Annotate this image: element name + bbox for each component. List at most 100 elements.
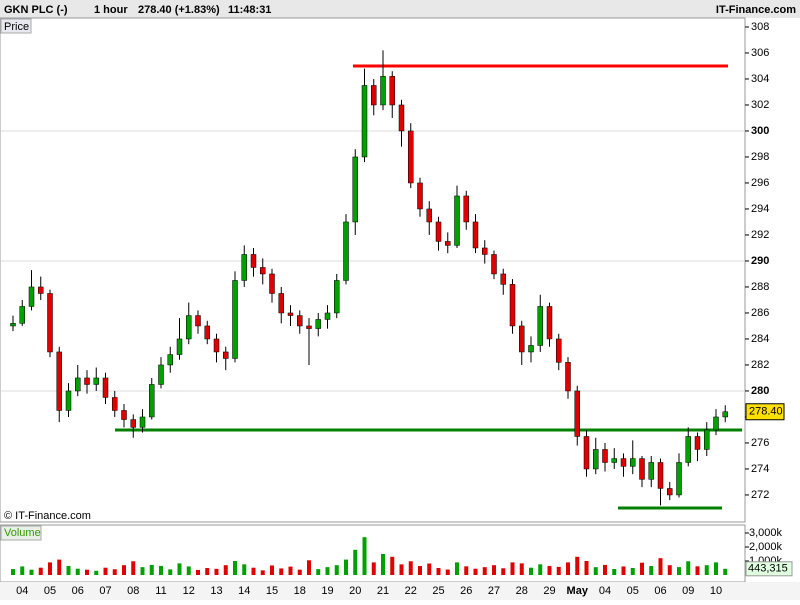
volume-bar xyxy=(621,566,626,575)
candle-body xyxy=(260,267,266,275)
candle-body xyxy=(408,130,414,184)
candle-body xyxy=(445,241,451,246)
candle-body xyxy=(463,195,469,223)
volume-bar xyxy=(566,562,570,575)
candle-body xyxy=(102,377,109,398)
volume-bar xyxy=(418,566,422,575)
volume-bar xyxy=(334,565,339,575)
candle-body xyxy=(556,338,562,363)
volume-bar xyxy=(603,564,607,575)
candle-body xyxy=(565,362,571,392)
y-tick-label: 298 xyxy=(751,151,769,163)
candle-body xyxy=(241,254,247,281)
x-tick-label: 12 xyxy=(183,585,195,597)
candle-body xyxy=(593,449,599,470)
candle-body xyxy=(620,458,627,467)
y-tick-label: 294 xyxy=(751,203,769,215)
candle-body xyxy=(93,377,99,385)
volume-bar xyxy=(436,567,441,575)
volume-bar xyxy=(260,570,265,575)
volume-bar xyxy=(399,564,404,575)
price-label: Price xyxy=(4,21,29,33)
price-label-box xyxy=(0,18,32,34)
candle-body xyxy=(121,410,127,420)
candle-body xyxy=(361,85,368,158)
y-tick-label: 276 xyxy=(751,437,769,449)
y-tick-label: 272 xyxy=(751,489,769,501)
volume-bar xyxy=(344,559,348,575)
volume-bar xyxy=(94,570,99,575)
candle-body xyxy=(611,458,617,463)
candle-body xyxy=(371,85,377,106)
candle-body xyxy=(130,419,136,428)
candle-body xyxy=(509,284,516,327)
y-tick-label: 306 xyxy=(751,47,769,59)
candle-body xyxy=(315,319,321,329)
volume-bar xyxy=(390,556,395,575)
volume-bar xyxy=(371,562,376,575)
candle-body xyxy=(287,312,294,316)
y-tick-label: 274 xyxy=(751,463,769,475)
y-tick-label: 304 xyxy=(751,73,769,85)
volume-bar xyxy=(325,567,330,575)
y-tick-label: 302 xyxy=(751,99,769,111)
volume-bar xyxy=(408,561,413,575)
candle-body xyxy=(232,280,238,359)
x-tick-label: 14 xyxy=(238,585,250,597)
volume-bar xyxy=(519,563,524,575)
volume-bar xyxy=(112,569,117,575)
volume-bar xyxy=(242,564,247,575)
price-tag: 278.40 xyxy=(749,406,783,418)
volume-bar xyxy=(177,563,182,575)
y-tick-label: 286 xyxy=(751,307,769,319)
volume-bar xyxy=(297,569,302,575)
volume-bar xyxy=(223,565,228,575)
x-tick-label: 28 xyxy=(516,585,528,597)
candle-body xyxy=(583,436,590,470)
y-tick-label: 308 xyxy=(751,21,769,33)
volume-bar xyxy=(501,568,506,575)
candle-body xyxy=(389,76,395,106)
candle-body xyxy=(704,429,710,450)
candle-body xyxy=(176,338,183,355)
candle-body xyxy=(352,156,358,223)
volume-bar xyxy=(214,568,219,575)
candle-body xyxy=(56,351,62,411)
volume-bar xyxy=(122,565,126,575)
volume-bar xyxy=(103,567,108,575)
y-tick-label: 290 xyxy=(751,255,769,267)
volume-bar xyxy=(723,568,728,575)
copyright: © IT-Finance.com xyxy=(4,510,91,522)
candle-body xyxy=(38,286,44,294)
volume-bar xyxy=(492,565,496,575)
volume-label: Volume xyxy=(4,527,41,539)
candle-body xyxy=(667,488,673,496)
volume-bar xyxy=(445,569,450,575)
candle-body xyxy=(250,254,257,268)
volume-bar xyxy=(630,567,635,575)
volume-bar xyxy=(140,567,145,575)
candle-body xyxy=(112,397,118,411)
candle-body xyxy=(417,182,423,210)
volume-bar xyxy=(538,564,543,575)
volume-bar xyxy=(20,566,25,575)
volume-bar xyxy=(251,567,256,575)
x-tick-label: 08 xyxy=(127,585,139,597)
candle-body xyxy=(324,312,331,320)
candle-body xyxy=(454,195,460,246)
candle-body xyxy=(19,306,25,324)
volume-bar xyxy=(427,563,432,575)
candle-body xyxy=(223,351,229,359)
volume-bar xyxy=(270,565,274,575)
candle-body xyxy=(630,458,636,467)
volume-bar xyxy=(11,569,15,575)
volume-bar xyxy=(159,565,163,575)
volume-tag-box xyxy=(745,561,793,577)
candle-body xyxy=(685,436,691,463)
volume-bar xyxy=(640,562,644,575)
volume-bar xyxy=(196,569,200,575)
vol-tick-label: 2,000k xyxy=(749,541,783,553)
candle-body xyxy=(426,208,432,223)
candle-body xyxy=(491,254,497,275)
volume-bar xyxy=(593,567,598,575)
